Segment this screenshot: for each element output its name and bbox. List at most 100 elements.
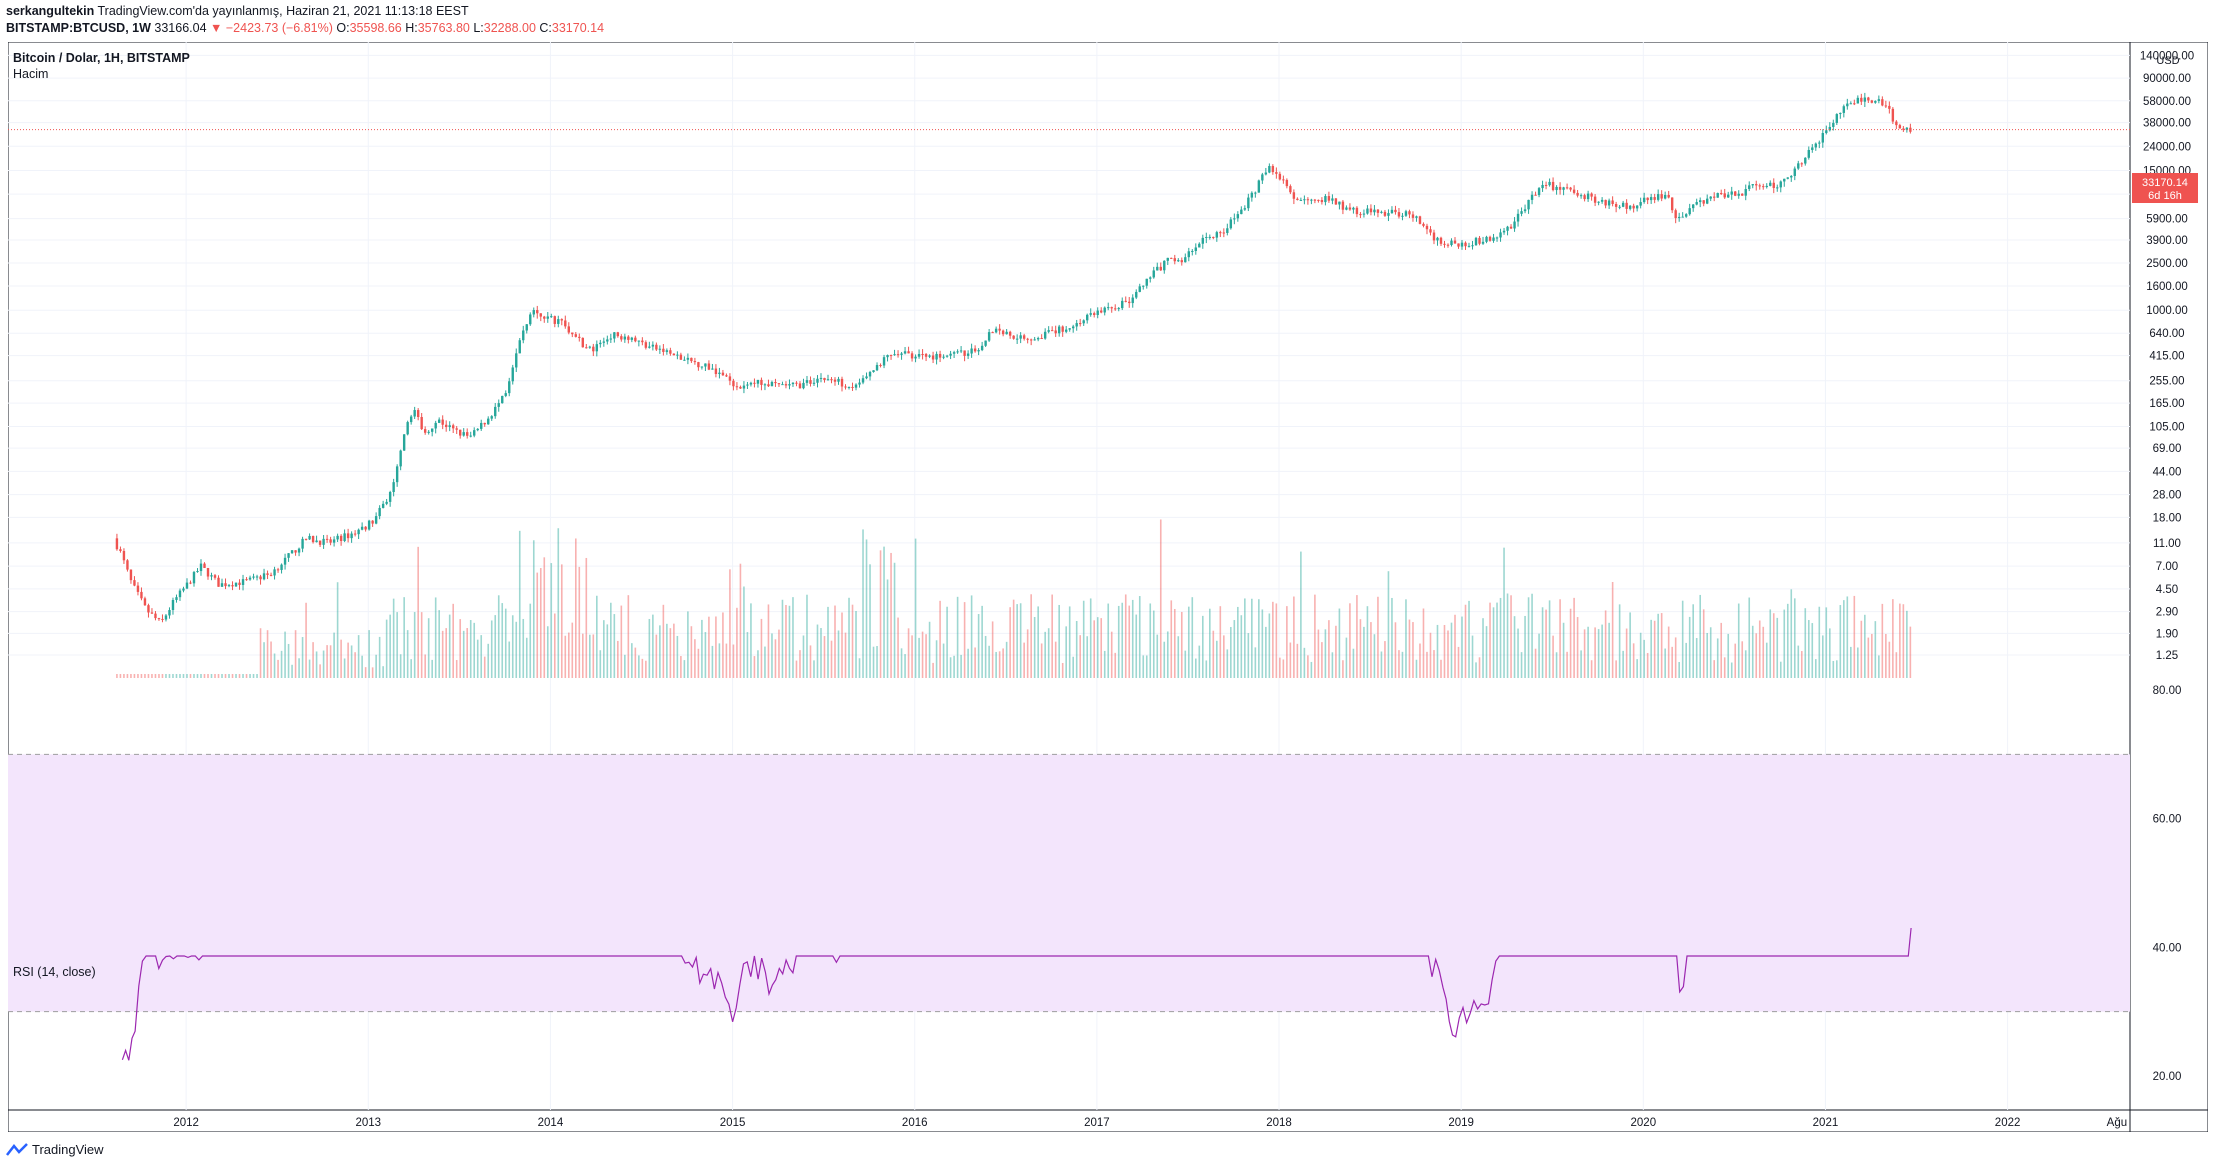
candle-body	[1786, 177, 1789, 179]
volume-bar	[1478, 657, 1481, 678]
candle-body	[119, 549, 122, 551]
candle-body	[1019, 335, 1022, 339]
time-tick-label: 2017	[1084, 1117, 1110, 1129]
time-axis[interactable]: 2012 2013 2014 2015 2016 2017 2018 2019 2020 2021…	[173, 1117, 2127, 1129]
candle-body	[833, 379, 837, 382]
volume-bar	[827, 606, 829, 678]
candle-body	[224, 583, 227, 587]
volume-bar	[834, 605, 836, 678]
candle-body	[430, 428, 434, 432]
volume-bar	[329, 645, 332, 678]
price-tick-label: 2.90	[2156, 607, 2178, 619]
volume-bar	[1317, 629, 1320, 678]
candle-body	[1149, 277, 1152, 279]
volume-bar	[532, 540, 535, 678]
candle-body	[564, 320, 567, 327]
volume-bar	[1510, 595, 1512, 678]
volume-bar	[175, 674, 178, 678]
chart-area[interactable]: 220000.00140000.0090000.0058000.0038000.…	[7, 27, 2209, 1133]
candle-body	[791, 382, 795, 385]
volume-bar	[1797, 645, 1800, 678]
volume-bar	[1580, 650, 1582, 678]
candle-body	[1184, 257, 1187, 263]
volume-bar	[1601, 624, 1603, 678]
candle-body	[280, 564, 283, 570]
candle-body	[126, 560, 129, 570]
volume-bar	[326, 645, 328, 678]
candle-body	[1380, 211, 1383, 213]
rsi-axis[interactable]: 80.00 60.00 40.00 20.00	[2153, 685, 2182, 1083]
volume-bar	[1265, 626, 1267, 678]
candle-body	[571, 332, 574, 335]
candle-body	[501, 395, 504, 404]
candle-body	[1681, 216, 1684, 218]
candle-body	[1173, 258, 1176, 262]
author-name[interactable]: serkangultekin	[6, 4, 95, 18]
candle-body	[473, 430, 476, 436]
volume-bar	[718, 643, 721, 678]
candle-body	[480, 422, 483, 429]
candle-body	[907, 351, 910, 354]
volume-bar	[1142, 655, 1145, 678]
volume-bar	[855, 611, 857, 678]
volume-bar	[406, 630, 409, 678]
volume-bar	[1194, 658, 1197, 678]
volume-bar	[1604, 610, 1607, 678]
brand-name[interactable]: TradingView	[32, 1142, 104, 1157]
volume-bar	[116, 674, 118, 678]
candle-body	[1730, 191, 1733, 195]
candle-body	[308, 535, 311, 540]
volume-bar	[1159, 519, 1162, 678]
candle-body	[819, 377, 823, 379]
candle-body	[1769, 182, 1772, 186]
candle-body	[161, 618, 164, 620]
candle-body	[1502, 230, 1506, 233]
volume-bar	[161, 674, 164, 678]
volume-bar	[1100, 618, 1103, 678]
volume-bar	[1447, 630, 1449, 678]
volume-bar	[659, 625, 661, 678]
volume-bar	[1331, 652, 1334, 678]
candle-body	[462, 432, 465, 436]
rsi-line	[121, 927, 1912, 1061]
volume-bar	[1349, 603, 1351, 678]
candle-body	[1390, 209, 1394, 214]
volume-bar	[606, 624, 609, 678]
volume-bar	[308, 659, 311, 678]
volume-bar	[1534, 648, 1537, 678]
candle-body	[781, 384, 784, 386]
volume-bar	[963, 602, 966, 678]
volume-bar	[1576, 617, 1579, 678]
volume-bar	[1895, 652, 1898, 678]
volume-bar	[298, 658, 300, 678]
candle-body	[840, 378, 844, 387]
candle-body	[931, 355, 935, 360]
candle-body	[1818, 142, 1821, 144]
volume-bar	[1646, 652, 1649, 678]
volume-bar	[1632, 643, 1635, 678]
volume-bar	[137, 674, 139, 678]
volume-bar	[1772, 613, 1775, 678]
price-chart-svg[interactable]: 220000.00140000.0090000.0058000.0038000.…	[7, 27, 2209, 1133]
close-value: 33170.14	[551, 21, 605, 35]
candle-body	[283, 557, 287, 565]
volume-bar	[1356, 595, 1358, 678]
volume-bar	[1457, 646, 1460, 678]
volume-bar	[214, 674, 216, 678]
volume-bar	[242, 674, 244, 678]
candle-body	[1250, 192, 1254, 198]
price-axis[interactable]: 220000.00140000.0090000.0058000.0038000.…	[2140, 27, 2194, 662]
volume-bar	[1860, 620, 1863, 678]
volume-bar	[956, 596, 959, 678]
candle-body	[1001, 330, 1005, 335]
volume-bar	[1751, 625, 1754, 678]
volume-bar	[1832, 660, 1835, 678]
volume-bar	[378, 636, 381, 678]
candle-body	[767, 384, 770, 387]
candle-body	[1166, 257, 1169, 261]
candle-body	[802, 382, 805, 389]
candle-body	[1299, 199, 1303, 201]
price-tick-label: 4.50	[2156, 584, 2178, 596]
volume-bar	[1352, 648, 1355, 678]
candle-body	[1093, 313, 1096, 315]
